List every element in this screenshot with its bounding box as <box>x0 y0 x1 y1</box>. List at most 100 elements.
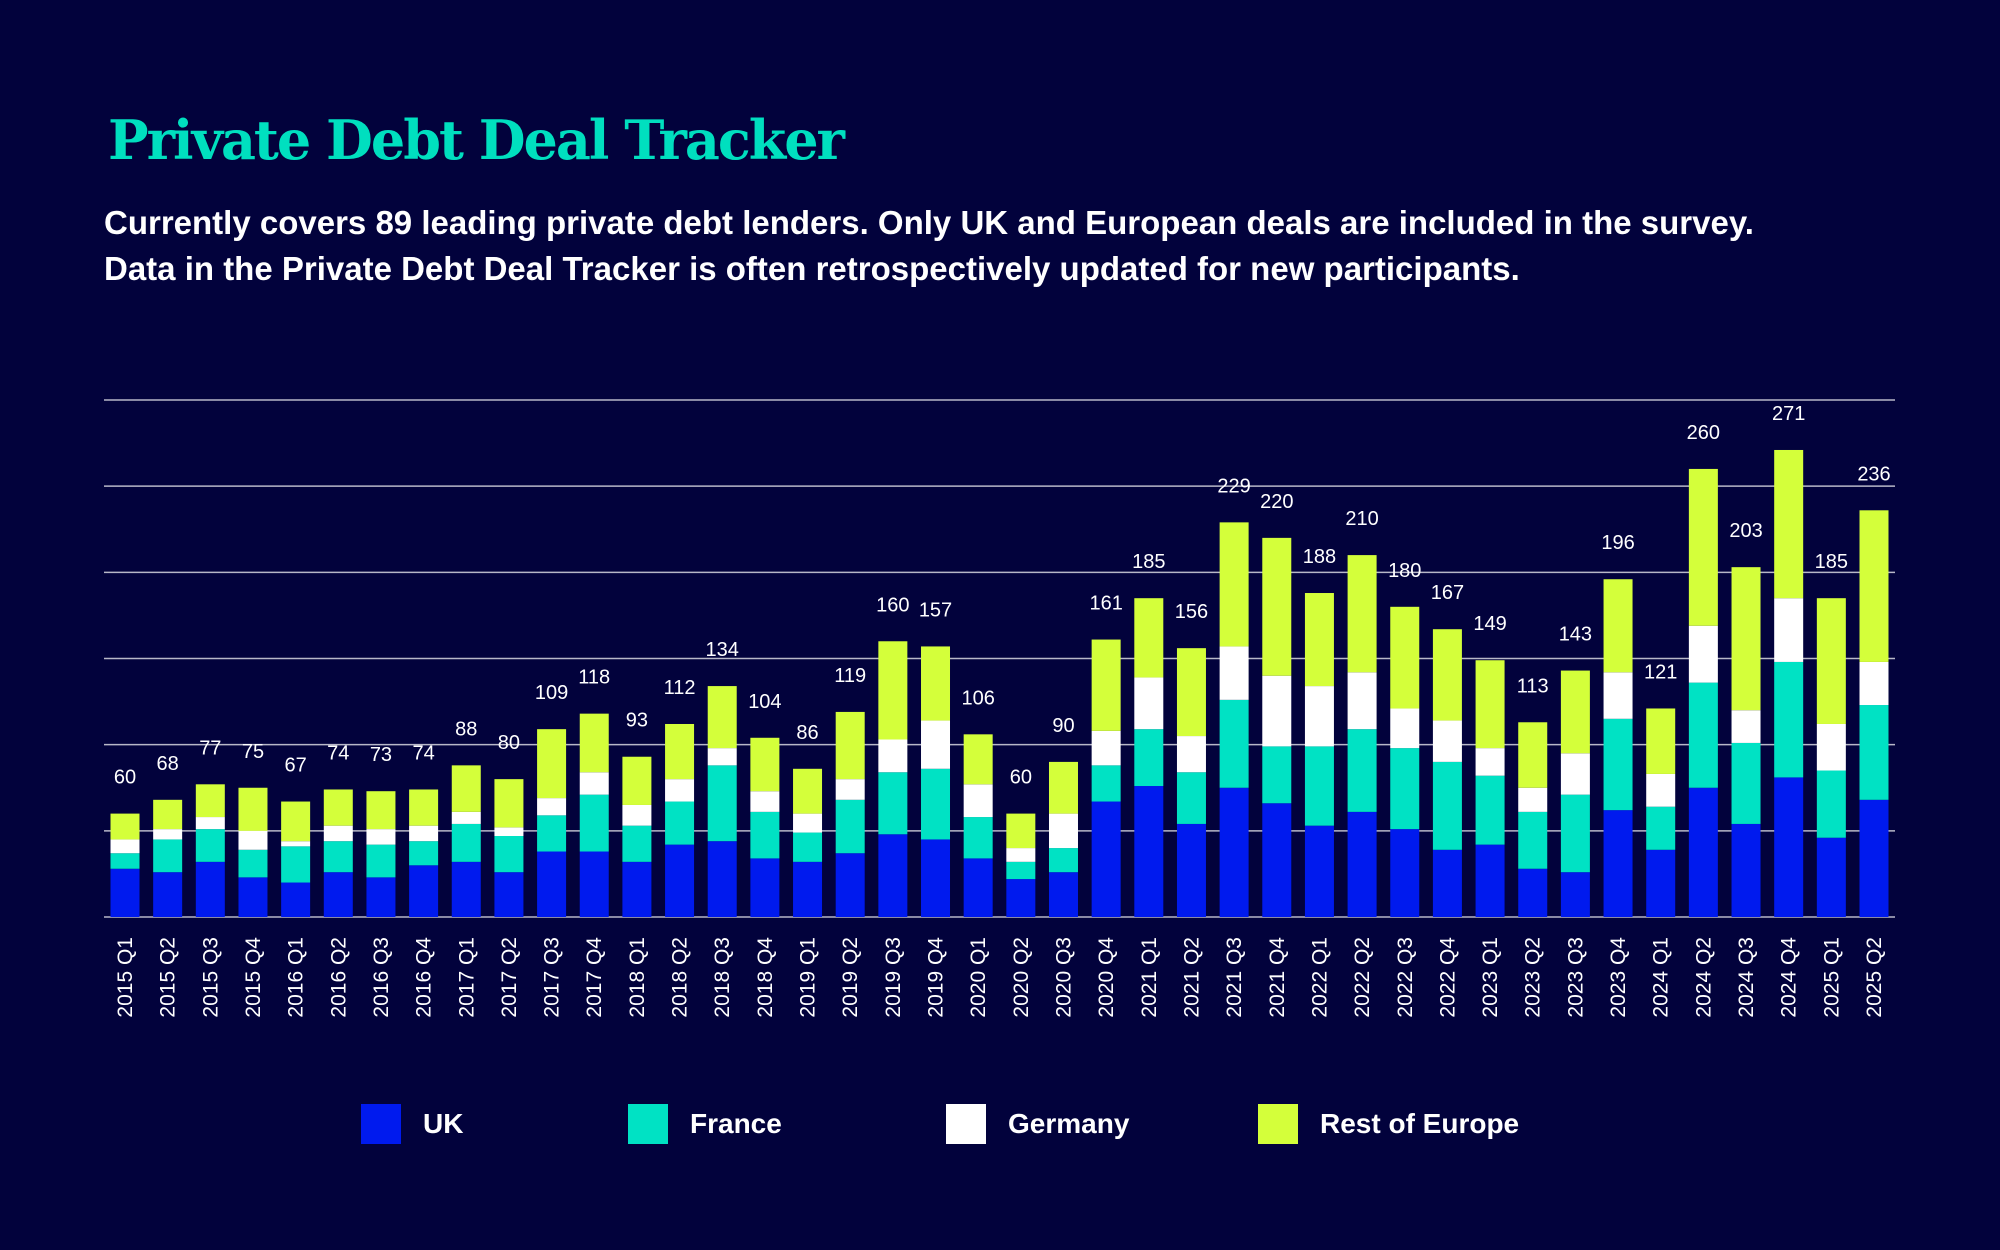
bar-segment-france <box>1432 761 1462 850</box>
bar-segment-uk <box>579 851 609 917</box>
bar-segment-germany <box>707 748 737 766</box>
bar-segment-germany <box>1518 787 1548 812</box>
x-tick-label: 2015 Q3 <box>199 937 222 1018</box>
bar-total-label: 156 <box>1175 601 1208 623</box>
bar-segment-rest-of-europe <box>835 711 865 780</box>
bar-total-label: 67 <box>285 755 307 777</box>
bar-segment-germany <box>110 839 140 854</box>
x-tick-label: 2019 Q1 <box>797 937 820 1018</box>
bar-segment-rest-of-europe <box>451 765 481 812</box>
bar-segment-france <box>793 832 823 862</box>
x-tick-label: 2016 Q4 <box>413 937 436 1018</box>
legend-swatch-germany <box>946 1104 986 1144</box>
bar-segment-france <box>153 839 183 873</box>
legend-item-rest-of-europe: Rest of Europe <box>1258 1104 1519 1144</box>
chart-title: Private Debt Deal Tracker <box>108 108 845 172</box>
bar-segment-rest-of-europe <box>281 801 311 842</box>
bar-segment-uk <box>1432 849 1462 917</box>
bar-segment-uk <box>1731 823 1761 917</box>
x-tick-label: 2021 Q1 <box>1138 937 1161 1018</box>
bar-segment-germany <box>195 817 225 830</box>
bar-segment-rest-of-europe <box>921 646 951 721</box>
bar-total-label: 60 <box>1010 767 1032 789</box>
bar-segment-rest-of-europe <box>579 713 609 773</box>
bar-total-label: 80 <box>498 732 520 754</box>
bar-segment-rest-of-europe <box>1518 722 1548 788</box>
subtitle-line-1: Currently covers 89 leading private debt… <box>104 204 1754 241</box>
bar-total-label: 203 <box>1729 520 1762 542</box>
x-tick-label: 2020 Q3 <box>1052 937 1075 1018</box>
bar-total-label: 88 <box>455 718 477 740</box>
bar-total-label: 161 <box>1089 593 1122 615</box>
bar-segment-france <box>1048 848 1078 873</box>
bar-segment-france <box>750 811 780 859</box>
bar-segment-france <box>1859 705 1889 800</box>
bar-segment-rest-of-europe <box>1304 593 1334 687</box>
bar-total-label: 167 <box>1431 582 1464 604</box>
bar-total-label: 77 <box>199 737 221 759</box>
bar-segment-france <box>921 768 951 840</box>
bar-segment-rest-of-europe <box>1603 579 1633 673</box>
bar-total-label: 160 <box>876 594 909 616</box>
bar-segment-france <box>1688 682 1718 788</box>
bar-segment-france <box>409 841 439 866</box>
x-tick-label: 2021 Q3 <box>1223 937 1246 1018</box>
bar-total-label: 229 <box>1217 475 1250 497</box>
bar-segment-germany <box>537 798 567 816</box>
bar-segment-france <box>1134 729 1164 787</box>
x-tick-label: 2015 Q1 <box>114 937 137 1018</box>
bar-segment-france <box>622 825 652 862</box>
bar-segment-uk <box>1091 801 1121 917</box>
bar-segment-france <box>1006 861 1036 880</box>
bar-segment-uk <box>1774 777 1804 917</box>
bar-segment-rest-of-europe <box>1390 606 1420 709</box>
bar-total-label: 260 <box>1687 422 1720 444</box>
bar-segment-germany <box>579 772 609 795</box>
bar-segment-rest-of-europe <box>1134 598 1164 678</box>
bar-total-label: 75 <box>242 741 264 763</box>
bar-total-label: 119 <box>834 665 866 687</box>
bar-segment-germany <box>1262 675 1292 747</box>
bar-total-label: 60 <box>114 767 136 789</box>
bar-segment-rest-of-europe <box>1731 567 1761 711</box>
bar-total-label: 157 <box>919 599 952 621</box>
bar-segment-germany <box>494 827 524 837</box>
legend-swatch-rest-of-europe <box>1258 1104 1298 1144</box>
bar-segment-germany <box>1560 753 1590 795</box>
bar-segment-germany <box>1176 736 1206 773</box>
bar-segment-uk <box>963 858 993 917</box>
bar-segment-uk <box>1688 787 1718 917</box>
legend-label-france: France <box>690 1108 782 1139</box>
bar-segment-germany <box>409 825 439 842</box>
bar-segment-germany <box>153 829 183 840</box>
chart-subtitle: Currently covers 89 leading private debt… <box>104 200 1754 292</box>
x-tick-label: 2017 Q2 <box>498 937 521 1018</box>
legend-item-germany: Germany <box>946 1104 1129 1144</box>
bar-segment-germany <box>323 825 353 842</box>
bar-segment-france <box>1304 746 1334 826</box>
bar-total-label: 180 <box>1388 560 1421 582</box>
bar-segment-rest-of-europe <box>1219 522 1249 647</box>
bar-segment-france <box>494 836 524 873</box>
bar-total-label: 113 <box>1517 675 1549 697</box>
bar-segment-germany <box>1646 773 1676 807</box>
x-tick-label: 2023 Q2 <box>1522 937 1545 1018</box>
bar-segment-uk <box>153 872 183 917</box>
bar-segment-uk <box>1646 849 1676 917</box>
bar-segment-france <box>1091 765 1121 802</box>
x-tick-label: 2018 Q3 <box>711 937 734 1018</box>
bar-segment-france <box>366 844 396 878</box>
x-tick-label: 2016 Q3 <box>370 937 393 1018</box>
bar-segment-uk <box>1390 829 1420 917</box>
x-tick-label: 2017 Q1 <box>455 937 478 1018</box>
legend-swatch-france <box>628 1104 668 1144</box>
bar-segment-germany <box>1603 672 1633 719</box>
x-tick-label: 2018 Q2 <box>669 937 692 1018</box>
x-tick-label: 2020 Q1 <box>967 937 990 1018</box>
x-tick-label: 2023 Q1 <box>1479 937 1502 1018</box>
bar-segment-france <box>238 849 268 878</box>
x-tick-label: 2024 Q4 <box>1778 937 1801 1018</box>
bar-segment-rest-of-europe <box>366 791 396 830</box>
bar-segment-france <box>1560 794 1590 873</box>
bar-segment-rest-of-europe <box>707 686 737 749</box>
